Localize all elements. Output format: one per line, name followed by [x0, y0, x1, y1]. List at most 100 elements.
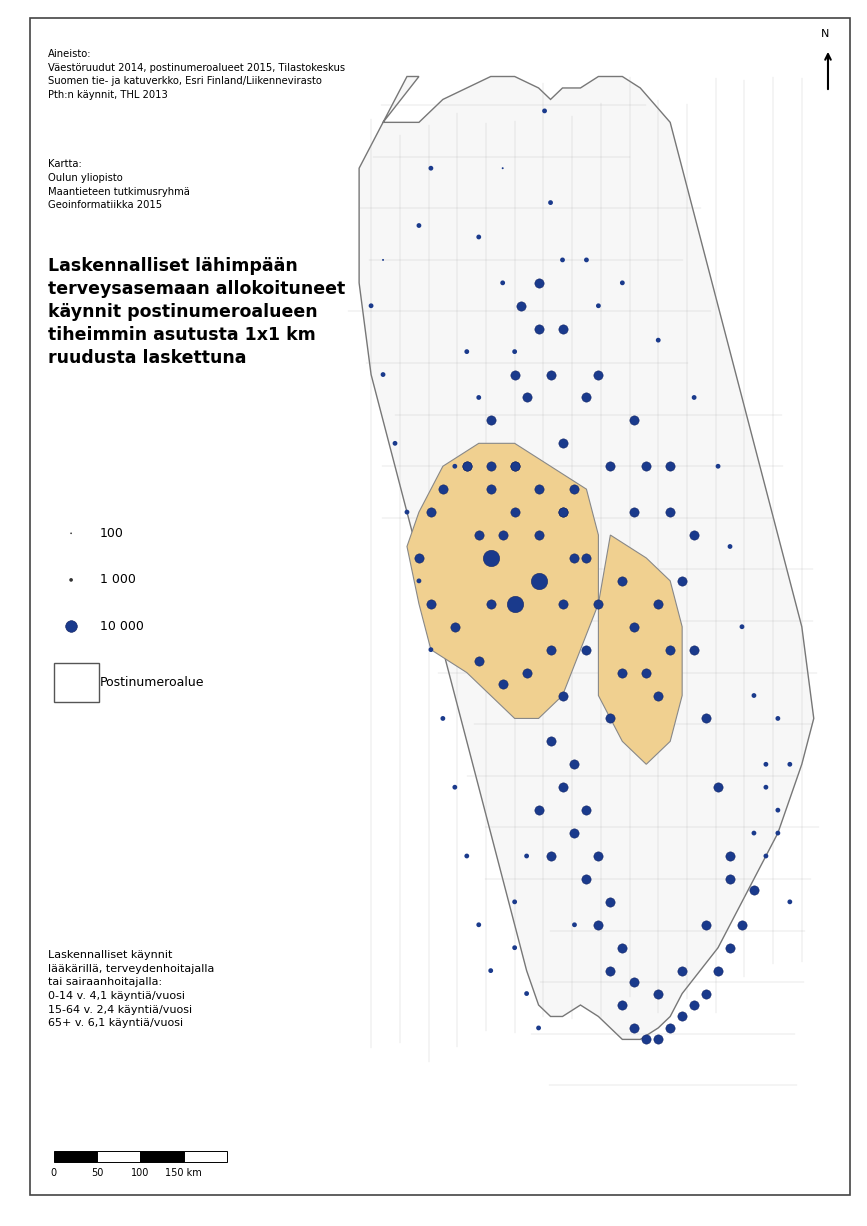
Point — [699, 983, 713, 1003]
Point — [783, 893, 797, 912]
Point — [591, 595, 605, 614]
Point — [531, 571, 545, 591]
Point — [448, 456, 462, 476]
Point — [568, 479, 582, 499]
Point — [616, 571, 629, 591]
Point — [663, 1018, 677, 1037]
Point — [651, 1030, 665, 1049]
Point — [496, 158, 510, 178]
Point — [64, 524, 78, 543]
Point — [603, 893, 617, 912]
Text: 100: 100 — [100, 527, 124, 539]
Point — [747, 880, 761, 900]
Point — [628, 617, 642, 636]
Point — [783, 754, 797, 774]
Point — [519, 846, 533, 866]
Point — [723, 537, 737, 557]
Point — [579, 548, 593, 568]
Point — [472, 651, 486, 671]
Point — [688, 996, 701, 1015]
Point — [531, 479, 545, 499]
Point — [484, 595, 498, 614]
Point — [460, 342, 473, 362]
Point — [508, 456, 522, 476]
Point — [639, 663, 653, 683]
Point — [508, 342, 522, 362]
Point — [616, 996, 629, 1015]
Text: Kartta:
Oulun yliopisto
Maantieteen tutkimusryhmä
Geoinformatiikka 2015: Kartta: Oulun yliopisto Maantieteen tutk… — [48, 159, 190, 210]
Point — [544, 732, 557, 752]
Point — [424, 640, 438, 660]
Point — [771, 801, 785, 820]
Point — [508, 938, 522, 958]
Point — [651, 595, 665, 614]
Point — [519, 663, 533, 683]
Point — [591, 365, 605, 385]
Point — [508, 456, 522, 476]
Text: 1 000: 1 000 — [100, 574, 135, 586]
Point — [651, 983, 665, 1003]
Point — [544, 192, 557, 212]
Point — [556, 685, 570, 705]
Text: Aineisto:
Väestöruudut 2014, postinumeroalueet 2015, Tilastokeskus
Suomen tie- j: Aineisto: Väestöruudut 2014, postinumero… — [48, 49, 345, 99]
Point — [675, 1007, 689, 1026]
Point — [508, 365, 522, 385]
Point — [616, 663, 629, 683]
Point — [675, 961, 689, 981]
Point — [556, 250, 570, 270]
Point — [723, 938, 737, 958]
Point — [723, 869, 737, 889]
Text: 0: 0 — [50, 1168, 57, 1178]
Point — [688, 387, 701, 407]
Point — [472, 525, 486, 544]
Point — [759, 846, 772, 866]
Point — [556, 595, 570, 614]
Point — [519, 387, 533, 407]
Point — [603, 709, 617, 728]
Point — [711, 456, 725, 476]
Bar — [140, 1151, 184, 1162]
Point — [544, 365, 557, 385]
Point — [544, 846, 557, 866]
Point — [688, 525, 701, 544]
Point — [448, 777, 462, 797]
Point — [496, 273, 510, 293]
Point — [699, 915, 713, 934]
Point — [616, 938, 629, 958]
Point — [531, 801, 545, 820]
Point — [747, 685, 761, 705]
Point — [412, 548, 426, 568]
Point — [759, 777, 772, 797]
Polygon shape — [407, 444, 598, 718]
Point — [436, 709, 450, 728]
Point — [556, 434, 570, 454]
Point — [663, 640, 677, 660]
Point — [484, 961, 498, 981]
Point — [424, 503, 438, 522]
Point — [513, 295, 527, 315]
Point — [496, 525, 510, 544]
Point — [591, 846, 605, 866]
Point — [603, 456, 617, 476]
Point — [628, 411, 642, 430]
Point — [579, 869, 593, 889]
Point — [388, 434, 402, 454]
Point — [579, 801, 593, 820]
Text: 150 km: 150 km — [166, 1168, 202, 1178]
Text: 100: 100 — [131, 1168, 150, 1178]
Point — [412, 571, 426, 591]
Point — [591, 295, 605, 315]
Point — [568, 754, 582, 774]
Point — [484, 479, 498, 499]
Point — [376, 250, 390, 270]
Point — [460, 456, 473, 476]
Point — [519, 983, 533, 1003]
Point — [579, 387, 593, 407]
Point — [448, 617, 462, 636]
Point — [556, 777, 570, 797]
Point — [400, 503, 414, 522]
Text: 10 000: 10 000 — [100, 620, 144, 633]
Text: 50: 50 — [91, 1168, 103, 1178]
Point — [747, 824, 761, 843]
Point — [484, 548, 498, 568]
